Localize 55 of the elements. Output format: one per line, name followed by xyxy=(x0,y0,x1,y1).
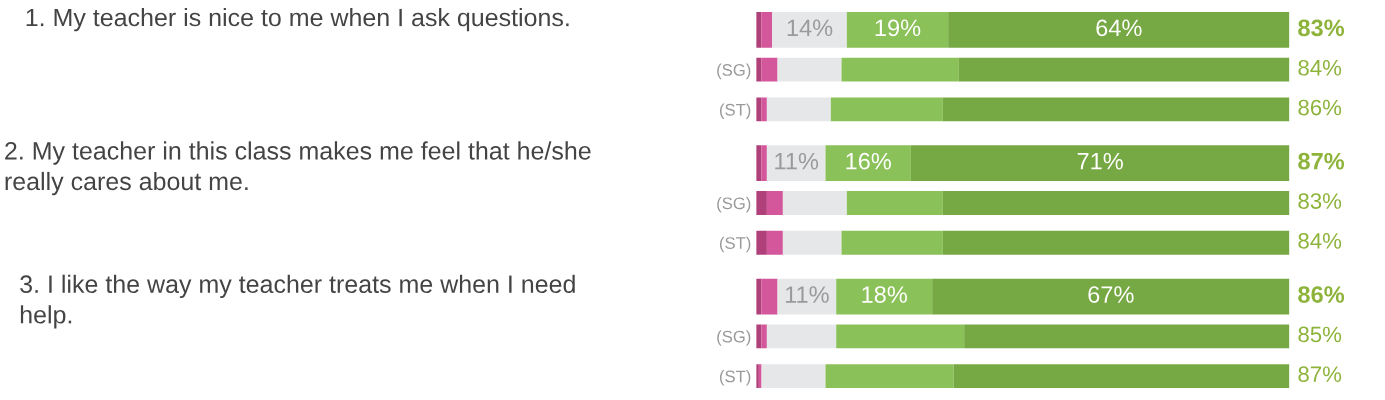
data-label: 71% xyxy=(1077,152,1123,170)
bar xyxy=(761,324,767,349)
bar xyxy=(782,191,847,215)
data-label: 11% xyxy=(775,152,819,170)
bar xyxy=(841,57,959,82)
data-label: 14% xyxy=(787,19,833,37)
bar xyxy=(756,324,762,349)
data-label: 67% xyxy=(1088,286,1134,303)
text: 86% xyxy=(1298,99,1342,116)
bar xyxy=(964,324,1290,349)
bar xyxy=(825,364,954,389)
y-tick-label: (ST) xyxy=(719,103,751,119)
text: 3. I like the way my teacher treats me when I need help. xyxy=(20,274,575,329)
y-tick-label: (SG) xyxy=(717,63,751,80)
y-tick-label: (SG) xyxy=(717,330,751,346)
data-label: 19% xyxy=(875,19,921,37)
bar xyxy=(756,97,762,122)
bar xyxy=(836,324,965,349)
text: 85% xyxy=(1298,326,1342,343)
y-tick-label: (ST) xyxy=(719,370,751,386)
bar xyxy=(958,57,1290,82)
bar xyxy=(942,230,1290,255)
text: 84% xyxy=(1298,59,1342,76)
text: 86% xyxy=(1298,286,1345,303)
y-tick-label: (ST) xyxy=(719,236,751,253)
bar xyxy=(942,191,1290,215)
bar xyxy=(777,57,842,82)
text: 84% xyxy=(1298,232,1342,249)
bar xyxy=(782,230,842,255)
data-label: 18% xyxy=(862,286,907,303)
bar xyxy=(830,97,943,122)
bar xyxy=(841,230,943,255)
y-tick-label: (SG) xyxy=(717,196,751,213)
text: 87% xyxy=(1298,152,1345,170)
bar xyxy=(756,57,762,82)
data-label: 64% xyxy=(1096,19,1142,37)
bar xyxy=(942,97,1290,122)
bar xyxy=(756,230,767,255)
bar xyxy=(756,191,767,215)
bar xyxy=(766,230,783,255)
text: 83% xyxy=(1298,19,1345,37)
bar xyxy=(761,57,778,82)
text: 87% xyxy=(1298,366,1342,383)
bar xyxy=(761,364,826,389)
bar xyxy=(953,364,1290,389)
data-label: 16% xyxy=(846,152,891,170)
bar xyxy=(766,97,831,122)
bar xyxy=(761,97,767,122)
text: 2. My teacher in this class makes me feel that he/she really cares about me. xyxy=(5,141,591,196)
text: 83% xyxy=(1298,193,1342,209)
bar xyxy=(766,324,837,349)
bar xyxy=(766,191,783,215)
bar xyxy=(846,191,943,215)
text: 1. My teacher is nice to me when I ask questions. xyxy=(26,8,569,32)
data-label: 11% xyxy=(785,286,829,303)
